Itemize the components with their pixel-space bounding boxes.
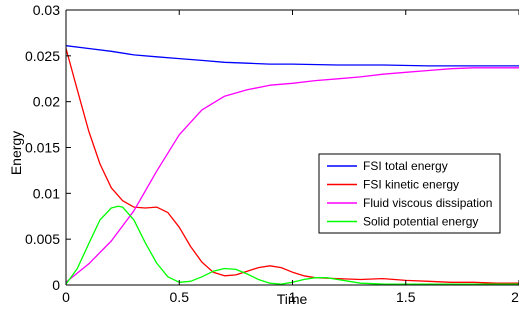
legend-box [318, 153, 501, 234]
x-tick-label: 1.5 [396, 289, 416, 305]
plot-area [66, 10, 519, 285]
legend-label-1: FSI total energy [363, 159, 448, 173]
series-line-2 [65, 48, 519, 284]
x-tick-label: 0 [62, 289, 70, 305]
y-tick-label: 0.02 [33, 94, 60, 110]
y-tick-label: 0.01 [33, 185, 60, 201]
series-line-4 [65, 205, 519, 285]
plot-background [66, 10, 519, 285]
y-tick-label: 0.015 [25, 140, 60, 156]
y-tick-label: 0.03 [33, 2, 60, 18]
legend-label-3: Fluid viscous dissipation [363, 196, 492, 210]
y-tick-label: 0.025 [25, 48, 60, 64]
x-tick-label: 0.5 [170, 289, 190, 305]
x-tick-label: 1 [289, 289, 297, 305]
x-axis-label: Time [277, 291, 308, 307]
x-tick-label: 2 [511, 289, 519, 305]
y-tick-label: 0.005 [25, 231, 60, 247]
series-layer [65, 45, 519, 285]
legend: FSI total energy FSI kinetic energy Fluid … [318, 153, 501, 234]
y-tick-label: 0 [52, 277, 60, 293]
series-line-3 [65, 67, 519, 283]
axes-layer: 0 0.5 1 1.5 2 0 0.005 0.01 0.015 0.02 0.025 0.03 [25, 2, 519, 305]
series-line-1 [65, 45, 519, 67]
y-axis-label: Energy [8, 131, 24, 175]
legend-label-4: Solid potential energy [363, 215, 478, 229]
legend-label-2: FSI kinetic energy [363, 178, 459, 192]
